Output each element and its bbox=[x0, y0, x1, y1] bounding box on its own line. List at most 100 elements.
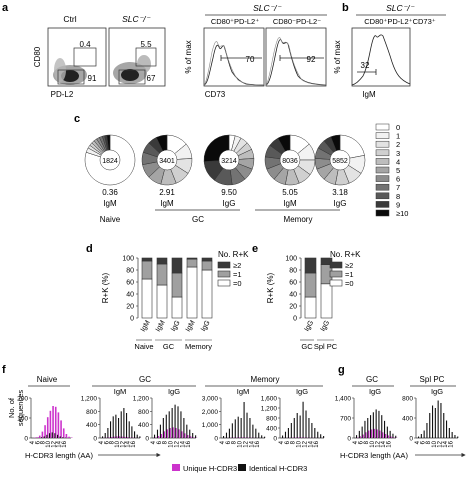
histogram-bar bbox=[123, 408, 125, 438]
x-tick-label: 16 bbox=[255, 440, 261, 447]
histogram-bar bbox=[261, 435, 263, 438]
histogram-bar bbox=[392, 433, 394, 438]
pie-center-count: 3401 bbox=[159, 158, 175, 165]
x-tick-label: 10 bbox=[115, 440, 121, 447]
stacked-bar-segment bbox=[156, 263, 168, 286]
histogram-bar bbox=[448, 428, 450, 438]
c-legend-swatch bbox=[375, 123, 390, 131]
x-tick-label: 12 bbox=[437, 440, 443, 447]
histogram-title: IgG bbox=[168, 387, 180, 396]
legend-label: ≥2 bbox=[345, 261, 353, 270]
histogram-bar bbox=[62, 437, 64, 438]
histogram-bar bbox=[104, 433, 106, 438]
b-title: CD80⁺PD-L2⁺CD73⁺ bbox=[364, 17, 436, 26]
y-tick-label: 0 bbox=[145, 436, 149, 443]
pie-isotype: IgM bbox=[103, 199, 117, 208]
y-tick-label: 200 bbox=[17, 396, 28, 403]
flow-ctrl-title: Ctrl bbox=[63, 14, 76, 24]
histogram-bar bbox=[195, 435, 197, 438]
stacked-bar-segment bbox=[320, 283, 333, 319]
histogram-bar bbox=[126, 437, 129, 438]
histogram-bar bbox=[134, 431, 136, 438]
histogram-bar bbox=[356, 437, 359, 438]
hist-x-label: CD73 bbox=[205, 90, 226, 99]
y-tick-label: 400 bbox=[138, 422, 149, 429]
histogram-bar bbox=[41, 437, 43, 438]
ctrl-lower-gate-value: 91 bbox=[88, 74, 97, 83]
panel-letter-c: c bbox=[74, 113, 80, 125]
histogram-bar bbox=[163, 431, 165, 438]
histogram-bar bbox=[290, 423, 292, 438]
y-tick-label: 0 bbox=[293, 316, 297, 323]
histogram-bar bbox=[243, 402, 245, 438]
histogram-bar bbox=[180, 411, 182, 438]
legend-swatch bbox=[217, 270, 231, 278]
histogram-bar bbox=[375, 409, 377, 438]
y-tick-label: 800 bbox=[86, 409, 97, 416]
e-stacked-bar-chart: 0 20 40 60 80 100 IgG IgG GC Spl PC bbox=[285, 256, 337, 352]
pie-slice bbox=[106, 134, 111, 151]
histogram-bar bbox=[308, 418, 310, 438]
histogram-bar bbox=[52, 406, 54, 438]
hist-right-gate-value: 92 bbox=[307, 55, 316, 64]
c-legend-label: 7 bbox=[396, 183, 400, 192]
x-tick-label: 16 bbox=[387, 440, 393, 447]
x-tick-label: 14 bbox=[126, 440, 132, 447]
histogram-bar bbox=[59, 436, 61, 438]
histogram-title: IgG bbox=[369, 387, 381, 396]
x-group-label: GC bbox=[163, 342, 175, 351]
x-tick-label: 6 bbox=[35, 440, 41, 444]
x-tick-label: 8 bbox=[163, 440, 169, 444]
histogram-bar bbox=[68, 436, 70, 438]
flow-y-label: CD80 bbox=[33, 46, 42, 67]
histogram-bar bbox=[446, 420, 448, 438]
legend-label: =1 bbox=[233, 270, 242, 279]
x-tick-label: 14 bbox=[180, 440, 186, 447]
histogram-bar bbox=[43, 436, 45, 438]
histogram-bar bbox=[62, 428, 65, 438]
pie-slice bbox=[203, 134, 230, 162]
x-tick-label: 6 bbox=[104, 440, 110, 444]
histogram-bar bbox=[370, 429, 373, 438]
histogram-bar bbox=[381, 432, 384, 438]
pie-1: 3401 2.91 IgM bbox=[141, 134, 193, 208]
histogram-bar bbox=[162, 418, 164, 438]
histogram-bar bbox=[169, 428, 171, 438]
f-group-naive: Naive bbox=[37, 375, 58, 384]
histogram-bar bbox=[174, 404, 176, 438]
x-group-label: Naive bbox=[134, 342, 153, 351]
histogram-bar bbox=[359, 436, 361, 438]
histogram-bar bbox=[258, 432, 260, 438]
histogram-bar bbox=[390, 436, 392, 438]
unique-legend-label: Unique H-CDR3 bbox=[183, 464, 237, 473]
x-tick-label: 14 bbox=[381, 440, 387, 447]
x-tick-label: 12 bbox=[174, 440, 180, 447]
x-category-label: IgG bbox=[170, 320, 182, 333]
histogram-bar bbox=[139, 436, 141, 438]
x-tick-label: 16 bbox=[314, 440, 320, 447]
histogram-bar bbox=[440, 403, 442, 438]
histogram-bar bbox=[189, 429, 191, 438]
legend-label: ≥2 bbox=[233, 261, 241, 270]
histogram: IgG 0 400 800 4 6 8 10 12 14 16 bbox=[402, 387, 459, 448]
histogram-bar bbox=[110, 437, 113, 438]
histogram-bar bbox=[51, 432, 53, 438]
x-category-label: IgM bbox=[185, 319, 197, 333]
histogram-bar bbox=[320, 434, 322, 438]
histogram-bar bbox=[305, 410, 307, 438]
y-tick-label: 400 bbox=[266, 426, 277, 433]
legend-label: =0 bbox=[233, 279, 242, 288]
histogram-bar bbox=[165, 414, 167, 438]
histogram-bar bbox=[192, 433, 194, 438]
c-legend-swatch bbox=[375, 132, 390, 139]
histogram-bar bbox=[240, 418, 242, 438]
x-group-label: Spl PC bbox=[314, 342, 338, 351]
histogram-bar bbox=[172, 427, 174, 438]
histogram-bar bbox=[115, 414, 117, 438]
flow-slc-title: SLC⁻/⁻ bbox=[122, 14, 151, 24]
g-group-splpc: Spl PC bbox=[420, 375, 445, 384]
histogram-bar bbox=[367, 430, 370, 438]
